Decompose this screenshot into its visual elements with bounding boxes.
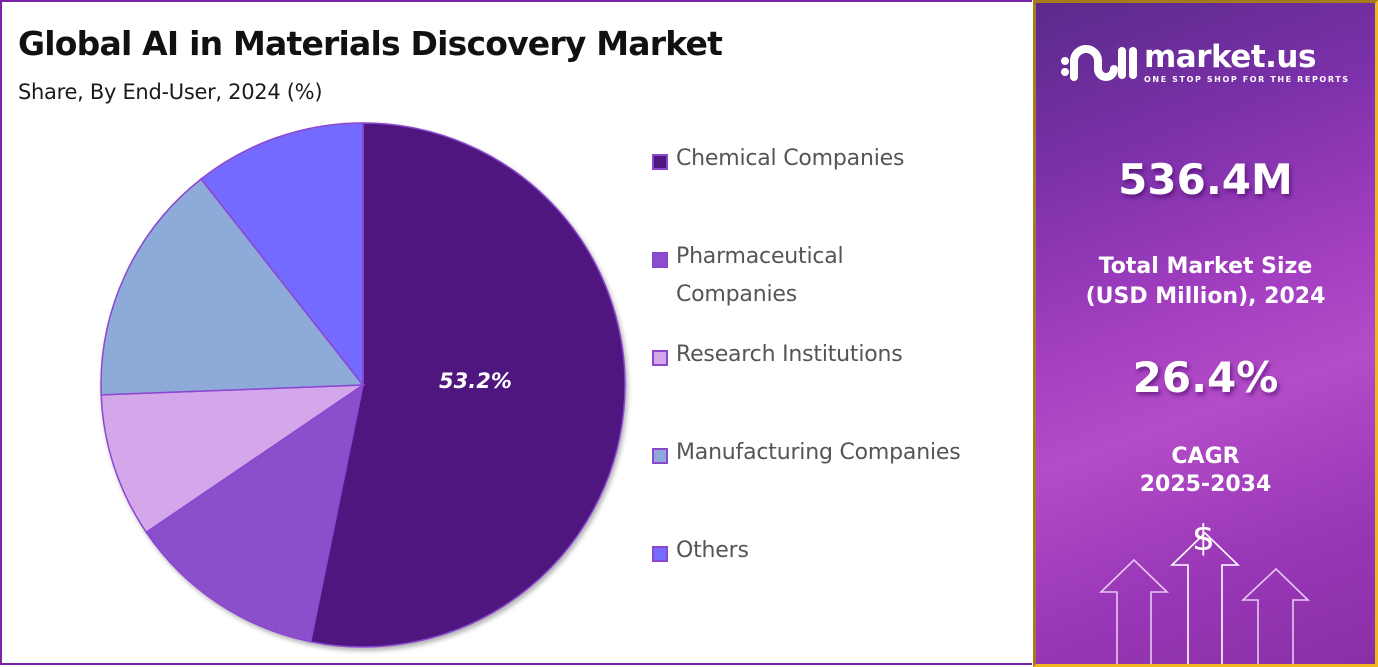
- legend-swatch-icon: [652, 448, 668, 464]
- legend-label-line1: Pharmaceutical: [676, 244, 844, 269]
- market-size-caption: Total Market Size (USD Million), 2024: [1036, 252, 1375, 312]
- legend-item-research-institutions: Research Institutions: [652, 342, 903, 374]
- legend-label: Pharmaceutical Companies: [676, 238, 844, 314]
- legend-label-line2: Companies: [676, 282, 797, 307]
- legend-swatch-icon: [652, 350, 668, 366]
- pie-slice-manufacturing-companies: [100, 177, 365, 396]
- cagr-caption-line2: 2025-2034: [1139, 472, 1272, 497]
- pie-slice-chemical-companies: [309, 122, 626, 648]
- legend-label: Chemical Companies: [676, 146, 905, 171]
- legend-item-chemical-companies: Chemical Companies: [652, 146, 904, 178]
- legend-item-manufacturing-companies: Manufacturing Companies: [652, 440, 961, 472]
- chart-panel: Global AI in Materials Discovery Market …: [0, 0, 1032, 665]
- legend-swatch-icon: [652, 154, 668, 170]
- growth-arrows-icon: [1099, 531, 1310, 664]
- market-size-value: 536.4M: [1118, 155, 1293, 204]
- pie-chart-svg: [100, 122, 626, 648]
- cagr-value: 26.4%: [1132, 353, 1279, 402]
- legend-item-others: Others: [652, 538, 749, 570]
- chart-title: Global AI in Materials Discovery Market: [18, 24, 723, 63]
- legend-label: Manufacturing Companies: [676, 440, 961, 465]
- stats-sidebar: market.us ONE STOP SHOP FOR THE REPORTS …: [1033, 0, 1378, 667]
- chart-subtitle: Share, By End-User, 2024 (%): [18, 80, 323, 104]
- legend-swatch-icon: [652, 252, 668, 268]
- pie-slice-others: [200, 122, 364, 388]
- legend-swatch-icon: [652, 546, 668, 562]
- brand-logo: market.us ONE STOP SHOP FOR THE REPORTS: [1060, 39, 1350, 85]
- pie-data-label-chemical: 53.2%: [439, 369, 512, 393]
- market-size-caption-line2: (USD Million), 2024: [1085, 284, 1326, 309]
- pie-slice-pharmaceutical-companies: [145, 383, 365, 643]
- dollar-icon: $: [1192, 518, 1215, 559]
- pie-chart: [97, 119, 629, 651]
- legend-item-pharmaceutical-companies: Pharmaceutical Companies: [652, 244, 844, 314]
- legend-label: Research Institutions: [676, 342, 903, 367]
- cagr-caption: CAGR 2025-2034: [1036, 443, 1375, 499]
- legend-label: Others: [676, 538, 749, 563]
- pie-slice-research-institutions: [100, 384, 366, 534]
- cagr-caption-line1: CAGR: [1171, 444, 1240, 469]
- market-size-caption-line1: Total Market Size: [1098, 254, 1313, 279]
- brand-name: market.us: [1144, 38, 1316, 75]
- brand-tagline: ONE STOP SHOP FOR THE REPORTS: [1144, 74, 1350, 84]
- market-us-logo-icon: [1061, 45, 1137, 81]
